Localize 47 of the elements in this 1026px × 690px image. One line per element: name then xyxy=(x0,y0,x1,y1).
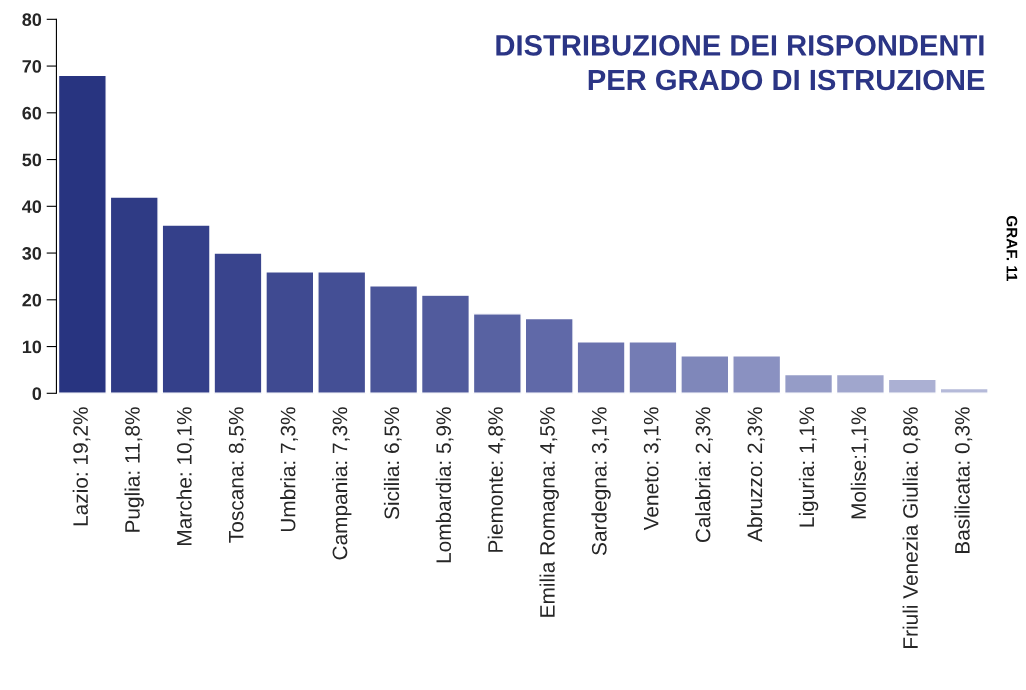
bar xyxy=(783,373,834,394)
x-tick-label: Puglia: 11,8% xyxy=(124,407,144,532)
x-tick-label: Sicilia: 6,5% xyxy=(383,407,402,520)
x-tick-label: Sardegna: 3,1% xyxy=(591,407,611,555)
bar xyxy=(524,317,574,394)
x-tick-label: Friuli Venezia Giulia: 0,8% xyxy=(902,407,921,648)
bar xyxy=(109,196,159,394)
x-tick-label: Basilicata: 0,3% xyxy=(954,407,973,553)
bar xyxy=(161,224,211,394)
x-tick-label: Liguria: 1,1% xyxy=(798,407,819,527)
y-tick-label: 70 xyxy=(22,60,42,73)
x-tick-label: Lombardia: 5,9% xyxy=(435,407,454,563)
y-tick-label: 50 xyxy=(22,153,42,167)
bar xyxy=(680,355,730,394)
bar xyxy=(576,341,626,394)
x-tick-label: Abruzzo: 2,3% xyxy=(746,407,765,542)
bar xyxy=(213,252,263,394)
bar xyxy=(835,373,885,394)
text: DISTRIBUZIONE DEI RISPONDENTI PER GRADO DI ISTRUZIONE xyxy=(496,35,985,91)
x-tick-label: Lazio: 19,2% xyxy=(72,407,91,526)
y-tick-label: 30 xyxy=(22,246,42,260)
x-tick-label: Emilia Romagna: 4,5% xyxy=(539,407,559,617)
x-tick-label: Campania: 7,3% xyxy=(332,407,352,560)
bar xyxy=(369,285,419,394)
y-tick-label: 20 xyxy=(22,293,42,307)
bar xyxy=(317,271,367,394)
y-tick-label: 60 xyxy=(22,106,42,120)
y-tick-label: 10 xyxy=(22,340,42,354)
x-tick-label: Calabria: 2,3% xyxy=(695,407,713,543)
y-tick-label: 0 xyxy=(32,387,42,401)
bar xyxy=(265,271,315,394)
bar xyxy=(57,74,107,394)
text: GRAF. 11 xyxy=(1006,215,1018,282)
y-tick-label: 40 xyxy=(22,200,42,214)
x-tick-label: Marche: 10,1% xyxy=(176,407,195,545)
x-tick-label: Umbria: 7,3% xyxy=(280,407,298,532)
x-tick-label: Molise:1,1% xyxy=(850,407,869,519)
bar xyxy=(887,378,937,394)
x-tick-label: Piemonte: 4,8% xyxy=(487,407,506,552)
bar xyxy=(420,294,471,394)
bar xyxy=(628,341,678,394)
bar xyxy=(472,313,522,394)
x-tick-label: Veneto: 3,1% xyxy=(643,407,661,531)
bar xyxy=(939,387,989,394)
y-tick-label: 80 xyxy=(22,13,42,27)
bar xyxy=(732,355,782,394)
x-tick-label: Toscana: 8,5% xyxy=(228,407,247,543)
